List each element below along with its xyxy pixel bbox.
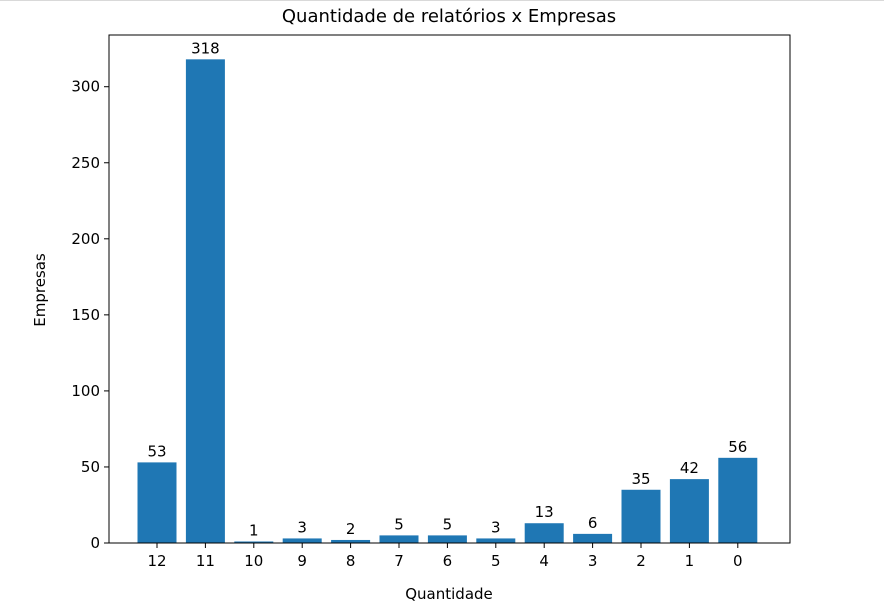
- data-label-7: 5: [394, 515, 404, 533]
- x-tick-label-1: 1: [685, 552, 695, 570]
- x-tick-label-10: 10: [244, 552, 263, 570]
- x-tick-label-0: 0: [733, 552, 743, 570]
- data-label-5: 3: [491, 518, 501, 536]
- x-tick-label-2: 2: [636, 552, 646, 570]
- x-tick-label-7: 7: [394, 552, 404, 570]
- data-label-12: 53: [147, 442, 166, 460]
- plot-frame: [108, 34, 791, 544]
- bar-0: [718, 457, 758, 543]
- y-axis-label: Empresas: [31, 253, 49, 327]
- x-tick-label-12: 12: [147, 552, 166, 570]
- bar-4: [524, 523, 564, 543]
- data-label-11: 318: [191, 39, 220, 57]
- bar-1: [669, 479, 709, 543]
- bars-layer: [137, 59, 758, 544]
- x-tick-label-6: 6: [443, 552, 453, 570]
- y-axis: 0 50 100 150 200 250 300: [71, 78, 109, 552]
- data-label-3: 6: [588, 514, 598, 532]
- data-label-10: 1: [249, 521, 259, 539]
- x-tick-label-11: 11: [196, 552, 215, 570]
- x-axis-label: Quantidade: [405, 585, 493, 603]
- bar-12: [137, 462, 177, 543]
- bar-9: [282, 538, 322, 543]
- bar-3: [573, 533, 613, 543]
- x-tick-label-5: 5: [491, 552, 501, 570]
- data-label-0: 56: [728, 438, 747, 456]
- y-tick-label-250: 250: [71, 154, 100, 172]
- data-label-6: 5: [443, 515, 453, 533]
- x-tick-label-9: 9: [297, 552, 307, 570]
- top-border-line: [0, 0, 884, 1]
- data-label-4: 13: [535, 503, 554, 521]
- y-tick-label-300: 300: [71, 78, 100, 96]
- data-label-8: 2: [346, 520, 356, 538]
- y-tick-label-100: 100: [71, 382, 100, 400]
- bar-7: [379, 535, 419, 543]
- data-label-9: 3: [297, 518, 307, 536]
- bar-6: [427, 535, 467, 543]
- chart-title: Quantidade de relatórios x Empresas: [282, 6, 616, 27]
- bar-10: [234, 541, 274, 543]
- y-tick-label-0: 0: [90, 534, 100, 552]
- bar-11: [185, 59, 225, 544]
- x-tick-label-3: 3: [588, 552, 598, 570]
- y-tick-label-150: 150: [71, 306, 100, 324]
- bar-8: [331, 539, 371, 543]
- bar-5: [476, 538, 516, 543]
- x-tick-label-4: 4: [539, 552, 549, 570]
- bar-2: [621, 489, 661, 543]
- x-tick-label-8: 8: [346, 552, 356, 570]
- data-label-2: 35: [631, 470, 650, 488]
- data-label-1: 42: [680, 459, 699, 477]
- y-tick-label-200: 200: [71, 230, 100, 248]
- y-tick-label-50: 50: [81, 458, 100, 476]
- x-axis: 12 11 10 9 8 7 6 5 4 3 2 1 0: [147, 543, 743, 570]
